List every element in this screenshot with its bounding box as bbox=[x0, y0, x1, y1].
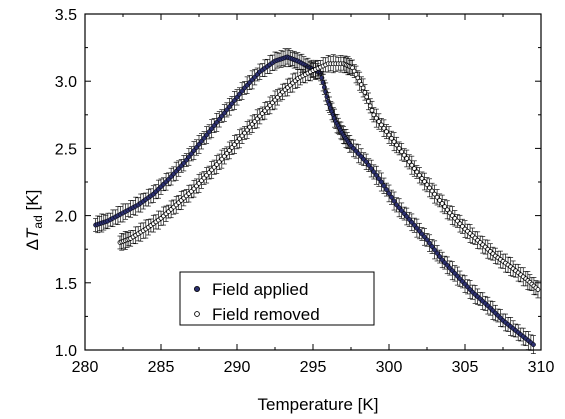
y-axis-title: ΔTad [K] bbox=[23, 190, 45, 251]
data-point bbox=[437, 197, 443, 203]
data-point bbox=[378, 179, 384, 185]
data-point bbox=[386, 190, 392, 196]
x-tick-label: 285 bbox=[148, 359, 175, 376]
data-point bbox=[391, 139, 397, 145]
y-tick-label: 2.0 bbox=[55, 209, 77, 226]
data-point bbox=[364, 94, 370, 100]
data-point bbox=[434, 194, 440, 200]
data-point bbox=[442, 204, 448, 210]
x-tick-label: 305 bbox=[452, 359, 479, 376]
data-point bbox=[242, 130, 248, 136]
data-point bbox=[237, 136, 242, 142]
data-point bbox=[429, 188, 435, 194]
data-marks bbox=[93, 48, 541, 355]
data-point bbox=[384, 129, 389, 135]
data-point bbox=[367, 103, 373, 109]
data-point bbox=[409, 162, 415, 168]
data-point bbox=[396, 145, 402, 151]
y-tick-label: 1.0 bbox=[55, 343, 77, 360]
data-point bbox=[369, 107, 375, 113]
series-field-removed bbox=[117, 54, 541, 299]
data-point bbox=[427, 185, 432, 191]
y-axis-title-symbol: T bbox=[23, 227, 42, 239]
data-point bbox=[391, 198, 397, 204]
data-point bbox=[234, 139, 240, 145]
axis-ticks bbox=[84, 13, 542, 351]
data-point bbox=[376, 119, 382, 124]
x-tick-label: 280 bbox=[72, 359, 99, 376]
data-point bbox=[535, 287, 541, 292]
data-point bbox=[399, 149, 405, 155]
y-axis-title-subscript: ad bbox=[31, 215, 45, 228]
data-point bbox=[439, 201, 445, 206]
data-point bbox=[373, 115, 379, 121]
y-tick-label: 3.5 bbox=[55, 7, 77, 24]
data-point bbox=[362, 90, 368, 95]
y-axis-title-unit: [K] bbox=[23, 190, 42, 216]
data-point bbox=[219, 156, 225, 162]
data-point bbox=[381, 125, 387, 131]
data-point bbox=[226, 148, 232, 153]
data-point bbox=[419, 176, 425, 181]
data-point bbox=[232, 142, 237, 147]
data-point bbox=[247, 124, 253, 130]
data-point bbox=[424, 182, 430, 188]
data-point bbox=[384, 187, 389, 193]
data-point bbox=[530, 342, 536, 348]
legend-label-field-removed: Field removed bbox=[212, 305, 320, 324]
data-point bbox=[444, 207, 450, 213]
data-point bbox=[229, 145, 235, 150]
x-tick-label: 295 bbox=[300, 359, 327, 376]
data-point bbox=[432, 191, 438, 197]
data-point bbox=[244, 127, 250, 133]
legend-label-field-applied: Field applied bbox=[212, 280, 308, 299]
data-point bbox=[389, 194, 394, 200]
y-tick-label: 3.0 bbox=[55, 74, 77, 91]
legend: Field applied Field removed bbox=[179, 271, 375, 326]
data-point bbox=[404, 156, 410, 161]
x-tick-label: 310 bbox=[528, 359, 555, 376]
data-point bbox=[401, 152, 407, 158]
legend-marker-field-removed bbox=[194, 311, 200, 317]
data-point bbox=[422, 179, 427, 184]
y-tick-label: 2.5 bbox=[55, 141, 77, 158]
data-point bbox=[394, 142, 400, 148]
data-point bbox=[389, 135, 394, 141]
y-tick-label: 1.5 bbox=[55, 276, 77, 293]
data-point bbox=[416, 172, 422, 178]
data-point bbox=[360, 85, 366, 91]
legend-marker-field-applied bbox=[193, 285, 200, 292]
legend-box bbox=[179, 271, 375, 326]
tick-labels: 280 285 290 295 300 305 310 1.0 1.5 2.0 2.5 3.0 3.5 bbox=[55, 7, 555, 376]
data-point bbox=[386, 132, 392, 138]
data-point bbox=[224, 150, 230, 156]
y-axis-title-prefix: Δ bbox=[23, 239, 42, 250]
data-point bbox=[411, 166, 417, 171]
series-field-applied bbox=[93, 48, 536, 355]
data-point bbox=[381, 183, 387, 189]
data-point bbox=[239, 133, 245, 139]
data-point bbox=[221, 153, 227, 159]
data-point bbox=[371, 112, 377, 118]
x-tick-label: 290 bbox=[224, 359, 251, 376]
data-point bbox=[378, 122, 384, 128]
data-point bbox=[414, 169, 420, 175]
x-axis-title: Temperature [K] bbox=[258, 395, 379, 414]
x-tick-label: 300 bbox=[376, 359, 403, 376]
data-point bbox=[406, 159, 412, 165]
